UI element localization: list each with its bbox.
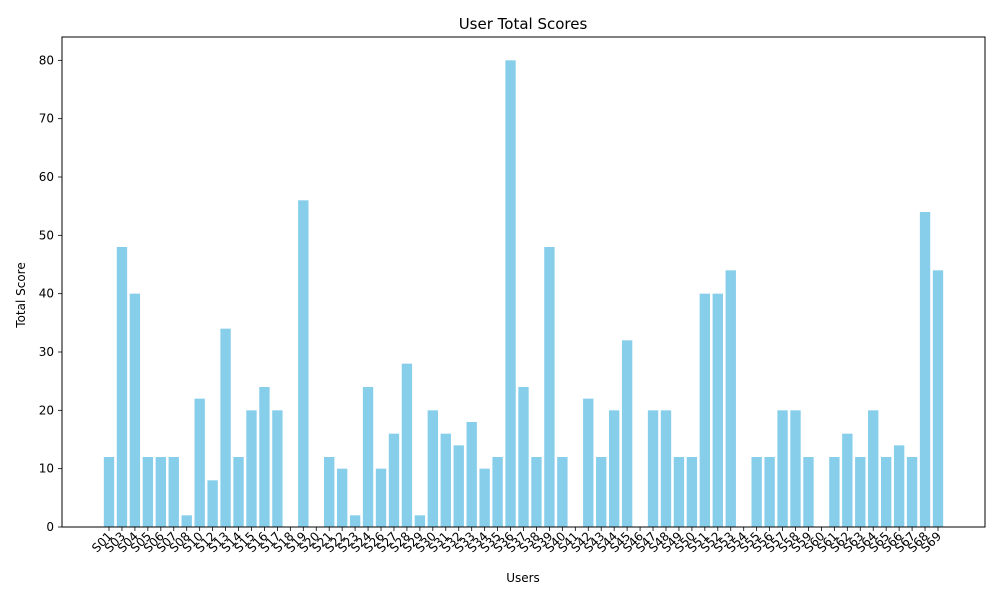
bar-s61 xyxy=(829,457,840,527)
y-tick-label: 80 xyxy=(39,53,54,67)
bar-s17 xyxy=(272,410,283,527)
bar-s03 xyxy=(116,247,128,527)
y-tick-label: 60 xyxy=(39,170,54,184)
bar-s38 xyxy=(531,457,542,527)
bar-s39 xyxy=(544,247,555,527)
bar-s01 xyxy=(103,457,115,527)
chart-title: User Total Scores xyxy=(459,15,588,33)
bar-s31 xyxy=(440,433,451,527)
bar-s21 xyxy=(324,457,335,527)
bar-s13 xyxy=(220,328,231,527)
bar-s14 xyxy=(233,457,244,527)
bar-s66 xyxy=(893,445,905,527)
plot-frame xyxy=(61,36,986,528)
bar-s22 xyxy=(336,468,348,527)
bar-s07 xyxy=(168,457,179,527)
bar-s32 xyxy=(453,445,464,527)
bar-s63 xyxy=(855,457,866,527)
bar-s40 xyxy=(557,457,568,527)
bar-s43 xyxy=(596,457,607,527)
bar-s44 xyxy=(608,410,620,527)
y-tick-label: 20 xyxy=(39,403,54,417)
bar-s33 xyxy=(466,422,477,527)
x-axis: S01S03S04S05S06S07S08S10S12S13S14S15S16S… xyxy=(89,527,944,555)
bars-group xyxy=(103,60,944,527)
x-axis-title: Users xyxy=(506,571,540,585)
bar-s35 xyxy=(492,457,503,527)
bar-s19 xyxy=(298,200,309,527)
bar-s49 xyxy=(673,457,685,527)
bar-s45 xyxy=(621,340,633,527)
bar-s52 xyxy=(712,293,723,527)
bar-s29 xyxy=(414,515,426,527)
y-tick-label: 30 xyxy=(39,345,54,359)
bar-s34 xyxy=(479,468,490,527)
bar-s68 xyxy=(919,212,931,527)
bar-s06 xyxy=(155,457,166,527)
y-tick-label: 40 xyxy=(39,287,54,301)
bar-s47 xyxy=(647,410,659,527)
y-tick-label: 10 xyxy=(39,462,54,476)
bar-s08 xyxy=(181,515,192,527)
bar-s15 xyxy=(246,410,257,527)
bar-s26 xyxy=(375,468,387,527)
bar-s05 xyxy=(142,457,154,527)
bar-s28 xyxy=(401,363,413,527)
bar-s10 xyxy=(194,398,205,527)
bar-s55 xyxy=(751,457,762,527)
bar-s58 xyxy=(790,410,801,527)
y-axis-title: Total Score xyxy=(14,262,28,328)
bar-s64 xyxy=(868,410,879,527)
bar-s42 xyxy=(583,398,594,527)
bar-s12 xyxy=(207,480,218,527)
bar-s53 xyxy=(725,270,736,527)
y-axis: 0 10 20 30 40 50 60 70 80 xyxy=(39,53,62,534)
bar-s27 xyxy=(388,433,400,527)
bar-s57 xyxy=(777,410,788,527)
bar-s56 xyxy=(764,457,775,527)
bar-s37 xyxy=(518,387,529,527)
bar-s36 xyxy=(505,60,516,527)
bar-s04 xyxy=(129,293,141,527)
y-tick-label: 50 xyxy=(39,228,54,242)
bar-s51 xyxy=(699,293,711,527)
y-tick-label: 70 xyxy=(39,112,54,126)
bar-s65 xyxy=(881,457,892,527)
bar-s16 xyxy=(259,387,270,527)
bar-s48 xyxy=(660,410,672,527)
bar-s69 xyxy=(932,270,944,527)
bar-s23 xyxy=(349,515,361,527)
bar-s67 xyxy=(906,457,918,527)
bar-s30 xyxy=(427,410,439,527)
bar-s24 xyxy=(362,387,374,527)
y-tick-label: 0 xyxy=(46,520,54,534)
bar-s50 xyxy=(686,457,698,527)
bar-s59 xyxy=(803,457,814,527)
bar-s62 xyxy=(842,433,853,527)
